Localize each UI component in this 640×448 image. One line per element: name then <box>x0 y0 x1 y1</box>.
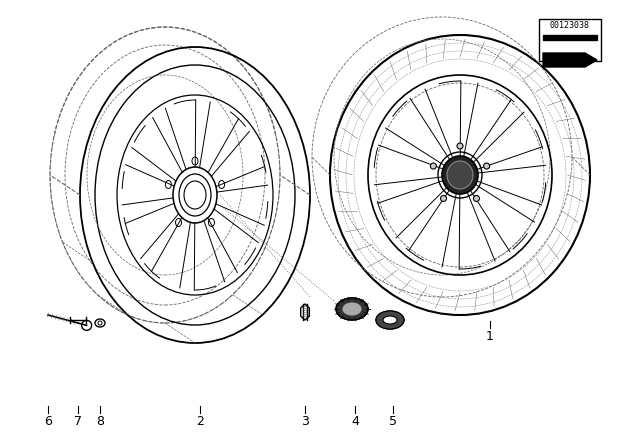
Text: 5: 5 <box>389 415 397 428</box>
Ellipse shape <box>383 316 397 324</box>
Text: 7: 7 <box>74 415 82 428</box>
Ellipse shape <box>457 143 463 149</box>
Text: 4: 4 <box>351 415 359 428</box>
Ellipse shape <box>343 303 361 315</box>
Ellipse shape <box>442 156 478 194</box>
Ellipse shape <box>336 298 368 320</box>
Text: 6: 6 <box>44 415 52 428</box>
Polygon shape <box>543 53 597 67</box>
Ellipse shape <box>447 161 473 189</box>
Ellipse shape <box>376 311 404 329</box>
Text: 2: 2 <box>196 415 204 428</box>
Ellipse shape <box>474 195 479 202</box>
Ellipse shape <box>430 163 436 169</box>
Polygon shape <box>543 35 597 40</box>
Ellipse shape <box>484 163 490 169</box>
Bar <box>539 19 601 61</box>
Text: 3: 3 <box>301 415 309 428</box>
Text: 1: 1 <box>486 330 494 343</box>
Text: 00123038: 00123038 <box>550 21 590 30</box>
Ellipse shape <box>440 195 447 202</box>
Text: 8: 8 <box>96 415 104 428</box>
